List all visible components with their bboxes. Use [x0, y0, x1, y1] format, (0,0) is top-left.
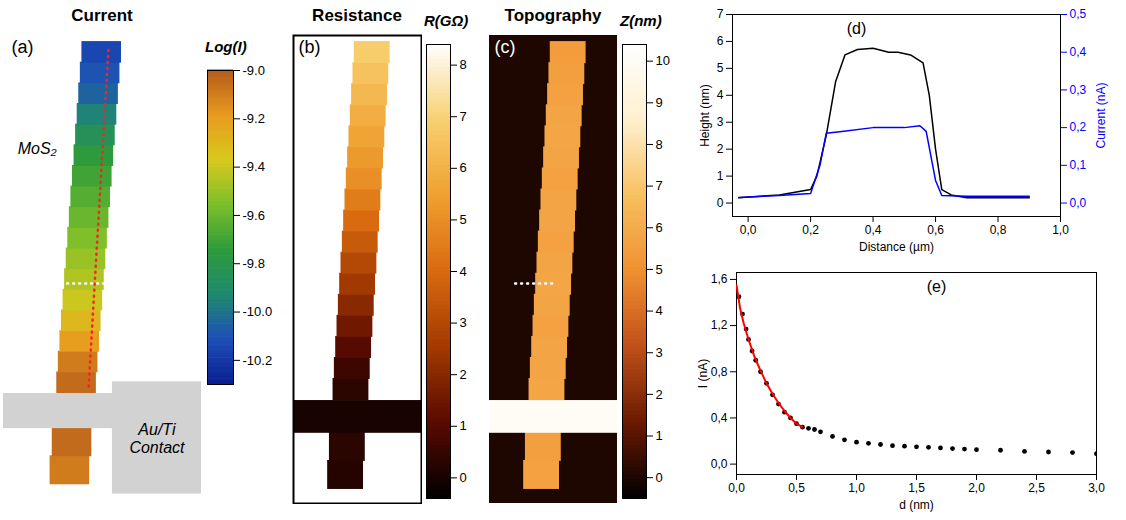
svg-text:0,3: 0,3: [1070, 83, 1087, 97]
svg-text:-9.0: -9.0: [243, 63, 265, 78]
svg-text:0: 0: [717, 196, 724, 210]
svg-text:10: 10: [656, 53, 670, 68]
svg-text:0,0: 0,0: [1070, 196, 1087, 210]
svg-text:(a): (a): [11, 37, 33, 57]
svg-text:0,1: 0,1: [1070, 158, 1087, 172]
svg-text:Au/TiContact: Au/TiContact: [129, 421, 185, 456]
html-text:Topography: Topography: [504, 6, 602, 25]
svg-text:5: 5: [460, 212, 467, 227]
svg-text:1,0: 1,0: [848, 481, 865, 495]
svg-text:2: 2: [717, 142, 724, 156]
svg-text:MoS₂: MoS₂: [18, 140, 57, 157]
svg-text:1,0: 1,0: [1052, 223, 1069, 237]
svg-text:-9.8: -9.8: [243, 256, 265, 271]
svg-text:1,6: 1,6: [711, 272, 728, 286]
html-text:Current: Current: [71, 6, 133, 25]
svg-text:0: 0: [656, 470, 663, 485]
svg-text:0,2: 0,2: [1070, 120, 1087, 134]
svg-text:0,4: 0,4: [1070, 45, 1087, 59]
svg-text:-9.4: -9.4: [243, 159, 265, 174]
svg-text:2: 2: [656, 387, 663, 402]
svg-text:0,0: 0,0: [740, 223, 757, 237]
svg-text:0,8: 0,8: [711, 365, 728, 379]
svg-text:(c): (c): [495, 37, 516, 57]
svg-text:1,2: 1,2: [711, 318, 728, 332]
svg-text:4: 4: [717, 88, 724, 102]
svg-text:I (nA): I (nA): [696, 359, 710, 388]
svg-text:6: 6: [460, 160, 467, 175]
svg-text:0,6: 0,6: [927, 223, 944, 237]
svg-text:1: 1: [460, 418, 467, 433]
svg-text:(d): (d): [847, 20, 867, 37]
svg-text:d (nm): d (nm): [899, 498, 934, 512]
svg-text:6: 6: [656, 220, 663, 235]
svg-text:1: 1: [656, 428, 663, 443]
svg-text:8: 8: [460, 57, 467, 72]
svg-text:5: 5: [656, 262, 663, 277]
html-text:Z(nm): Z(nm): [620, 12, 662, 29]
svg-text:0,5: 0,5: [788, 481, 805, 495]
svg-text:0,8: 0,8: [990, 223, 1007, 237]
svg-text:0,4: 0,4: [711, 411, 728, 425]
svg-text:0: 0: [460, 470, 467, 485]
svg-text:3: 3: [656, 345, 663, 360]
svg-text:3: 3: [717, 115, 724, 129]
svg-text:0,0: 0,0: [728, 481, 745, 495]
svg-text:Distance (µm): Distance (µm): [859, 240, 934, 254]
svg-text:1: 1: [717, 169, 724, 183]
svg-text:2: 2: [460, 367, 467, 382]
svg-text:Height (nm): Height (nm): [698, 84, 712, 147]
svg-text:7: 7: [460, 109, 467, 124]
svg-text:-10.0: -10.0: [243, 304, 273, 319]
svg-text:4: 4: [656, 303, 663, 318]
svg-text:7: 7: [656, 178, 663, 193]
svg-text:2,0: 2,0: [968, 481, 985, 495]
svg-text:0,2: 0,2: [802, 223, 819, 237]
svg-text:2,5: 2,5: [1028, 481, 1045, 495]
svg-text:-9.6: -9.6: [243, 208, 265, 223]
html-text:R(GΩ): R(GΩ): [424, 12, 469, 29]
svg-text:(e): (e): [927, 278, 947, 295]
svg-text:-9.2: -9.2: [243, 111, 265, 126]
svg-text:1,5: 1,5: [908, 481, 925, 495]
svg-text:-10.2: -10.2: [243, 353, 273, 368]
svg-text:Current (nA): Current (nA): [1094, 82, 1108, 148]
html-text:Resistance: Resistance: [312, 6, 402, 25]
svg-text:0,4: 0,4: [865, 223, 882, 237]
svg-text:0,5: 0,5: [1070, 7, 1087, 21]
svg-text:7: 7: [717, 7, 724, 21]
svg-text:9: 9: [656, 95, 663, 110]
svg-text:8: 8: [656, 137, 663, 152]
html-text:Log(I): Log(I): [205, 38, 247, 55]
svg-text:3: 3: [460, 315, 467, 330]
svg-text:0,0: 0,0: [711, 457, 728, 471]
svg-text:4: 4: [460, 264, 467, 279]
svg-text:6: 6: [717, 34, 724, 48]
svg-text:(b): (b): [299, 37, 321, 57]
svg-text:3,0: 3,0: [1088, 481, 1105, 495]
svg-text:5: 5: [717, 61, 724, 75]
